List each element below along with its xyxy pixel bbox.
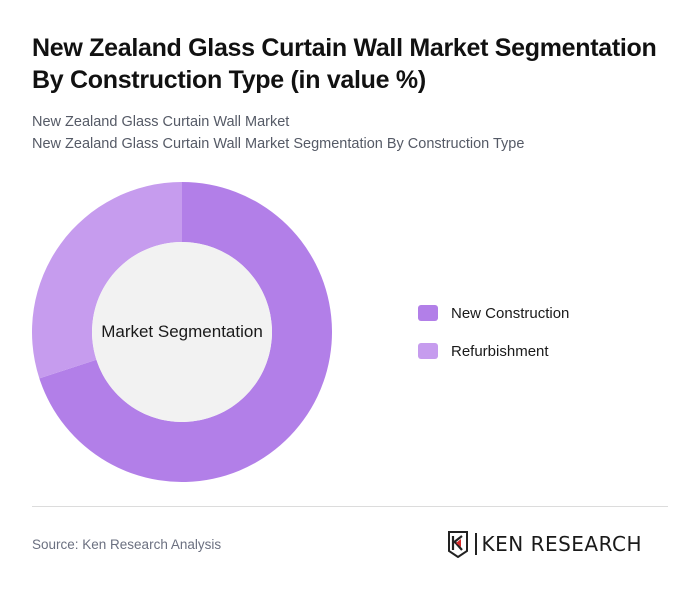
legend-swatch-new-construction <box>418 305 438 321</box>
donut-chart: Market Segmentation <box>32 182 332 482</box>
legend-item-new-construction[interactable]: New Construction <box>418 300 569 326</box>
subtitle-segmentation: New Zealand Glass Curtain Wall Market Se… <box>32 136 525 152</box>
chart-legend: New Construction Refurbishment <box>418 300 569 376</box>
footer-divider <box>32 506 668 507</box>
logo-separator <box>475 533 477 555</box>
donut-slice-refurbishment[interactable] <box>32 182 182 379</box>
ken-research-logo-icon <box>448 530 468 558</box>
source-note: Source: Ken Research Analysis <box>32 537 222 552</box>
legend-swatch-refurbishment <box>418 343 438 359</box>
ken-research-logo: KEN RESEARCH <box>447 530 642 558</box>
legend-label: New Construction <box>451 304 570 322</box>
chart-title: New Zealand Glass Curtain Wall Market Se… <box>32 34 657 94</box>
donut-slice-new-construction[interactable] <box>39 182 332 482</box>
subtitle-market: New Zealand Glass Curtain Wall Market <box>32 114 290 130</box>
logo-text: KEN RESEARCH <box>481 532 643 556</box>
legend-item-refurbishment[interactable]: Refurbishment <box>418 338 569 364</box>
legend-label: Refurbishment <box>451 342 549 360</box>
donut-svg <box>32 182 332 482</box>
donut-hole <box>92 242 272 422</box>
